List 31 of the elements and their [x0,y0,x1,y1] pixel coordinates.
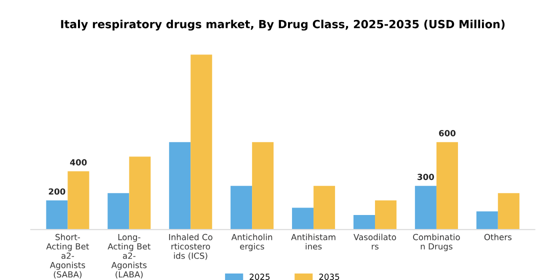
x-tick-label: Antihistam ines [291,234,336,250]
bar [498,193,520,230]
x-tick-label: Vasodilato rs [354,234,396,250]
bar [230,186,252,230]
bar [353,215,375,230]
x-tick-label: Inhaled Co rticostero ids (ICS) [169,234,212,260]
data-label: 600 [439,130,456,136]
bar [292,208,314,230]
x-tick-label: Combinatio n Drugs [413,234,460,252]
data-label: 200 [48,188,66,195]
bar [436,142,458,230]
bar [169,142,191,230]
x-tick-label: Long- Acting Bet a2- Agonists (LABA) [108,234,150,279]
legend-label: 2025 [250,274,270,280]
bar [108,193,130,230]
bar [129,156,151,230]
x-tick-label: Others [484,234,512,240]
chart-title: Italy respiratory drugs market, By Drug Class, 2025-2035 (USD Million) [61,20,505,31]
x-tick-label: Anticholin ergics [231,234,272,252]
bar [68,171,90,230]
bar [46,200,68,230]
bar [374,200,397,230]
data-label: 300 [418,174,434,180]
bar [190,54,212,230]
data-label: 400 [70,159,87,166]
x-tick-label: Short- Acting Bet a2- Agonists (SABA) [46,234,90,279]
legend-label: 2035 [319,274,340,280]
bar [252,142,274,230]
bar [414,186,436,230]
bar [314,186,336,230]
bar [476,211,498,230]
